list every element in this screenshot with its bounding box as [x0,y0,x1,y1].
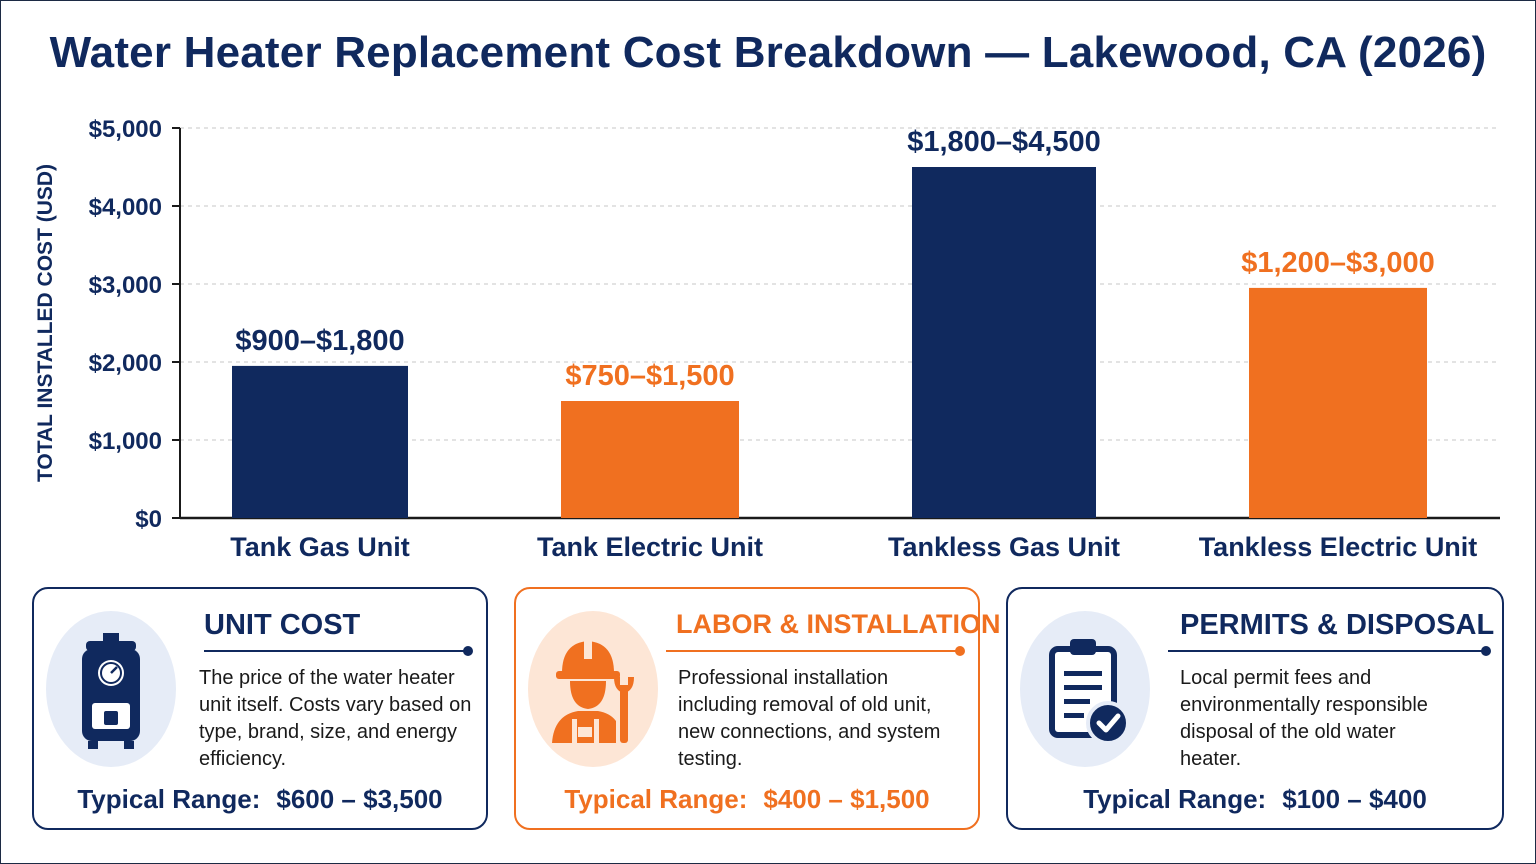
y-tick-label: $1,000 [89,428,162,455]
bar-chart: $0 $1,000 $2,000 $3,000 $4,000 $5,000 TOTAL IN… [34,116,1500,562]
unit-cost-heading: UNIT COST [204,609,361,641]
y-tick-label: $5,000 [89,116,162,143]
chart-title: Water Heater Replacement Cost Breakdown … [49,28,1487,77]
y-tick-label: $3,000 [89,272,162,299]
y-axis-label: TOTAL INSTALLED COST (USD) [34,164,57,482]
permits-disposal-description: Local permit fees and environmentally re… [1180,667,1428,770]
bar-value-label: $900–$1,800 [235,325,404,357]
permits-disposal-heading: PERMITS & DISPOSAL [1180,609,1495,641]
x-tick-label: Tank Gas Unit [230,532,410,562]
labor-installation-range: Typical Range: $400 – $1,500 [564,784,930,814]
y-tick-label: $4,000 [89,194,162,221]
unit-cost-description: The price of the water heater unit itsel… [199,667,472,770]
permits-disposal-divider [1168,646,1491,656]
labor-installation-description: Professional installation including remo… [678,667,941,770]
bar-value-label: $1,200–$3,000 [1241,247,1435,279]
clipboard-check-icon [1020,611,1150,767]
bar-value-label: $750–$1,500 [565,360,734,392]
labor-installation-heading: LABOR & INSTALLATION [676,609,1001,639]
x-tick-label: Tank Electric Unit [537,532,763,562]
bar-value-label: $1,800–$4,500 [907,126,1101,158]
bar-1 [232,365,408,518]
bar-4 [1249,287,1427,518]
bar-2 [561,401,739,518]
permits-disposal-range: Typical Range: $100 – $400 [1083,784,1427,814]
x-tick-label: Tankless Gas Unit [888,532,1120,562]
unit-cost-card: UNIT COST The price of the water heater … [32,587,488,830]
x-tick-label: Tankless Electric Unit [1199,532,1478,562]
y-tick-label: $2,000 [89,350,162,377]
bar-3 [912,167,1096,518]
labor-installation-divider [666,646,965,656]
worker-wrench-icon [528,611,658,767]
labor-installation-card: LABOR & INSTALLATION Professional instal… [514,587,1000,830]
unit-cost-divider [204,646,473,656]
unit-cost-range: Typical Range: $600 – $3,500 [77,784,443,814]
permits-disposal-card: PERMITS & DISPOSAL Local permit fees and… [1006,587,1504,830]
water-heater-icon [46,611,176,767]
y-tick-label: $0 [135,506,162,533]
